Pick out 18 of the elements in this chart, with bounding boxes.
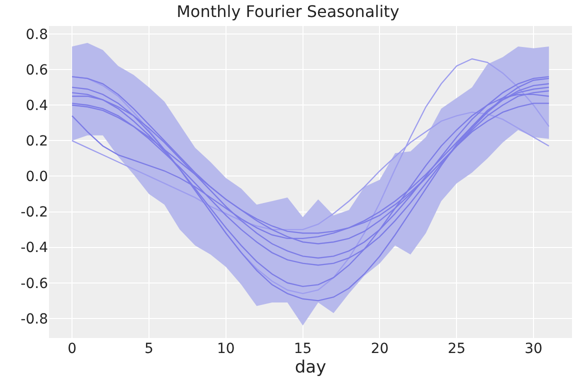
x-tick-label: 20 (370, 341, 389, 357)
y-tick-label: -0.4 (20, 240, 48, 256)
y-tick-label: -0.2 (20, 204, 48, 221)
x-tick-label: 25 (448, 341, 466, 357)
x-tick-label: 30 (524, 341, 542, 357)
x-tick-label: 15 (294, 341, 312, 357)
y-tick-label: 0.8 (26, 26, 48, 43)
y-tick-label: 0.4 (26, 98, 48, 114)
chart-title: Monthly Fourier Seasonality (176, 2, 400, 21)
y-tick-label: 0.0 (26, 169, 48, 186)
x-tick-label: 10 (216, 341, 235, 357)
y-tick-label: 0.2 (26, 134, 48, 150)
y-tick-label: -0.8 (20, 311, 48, 328)
y-tick-label: -0.6 (20, 276, 48, 292)
x-tick-label: 0 (68, 341, 77, 357)
y-tick-label: 0.6 (26, 62, 48, 78)
x-axis-title: day (294, 357, 326, 378)
x-tick-label: 5 (144, 341, 154, 357)
